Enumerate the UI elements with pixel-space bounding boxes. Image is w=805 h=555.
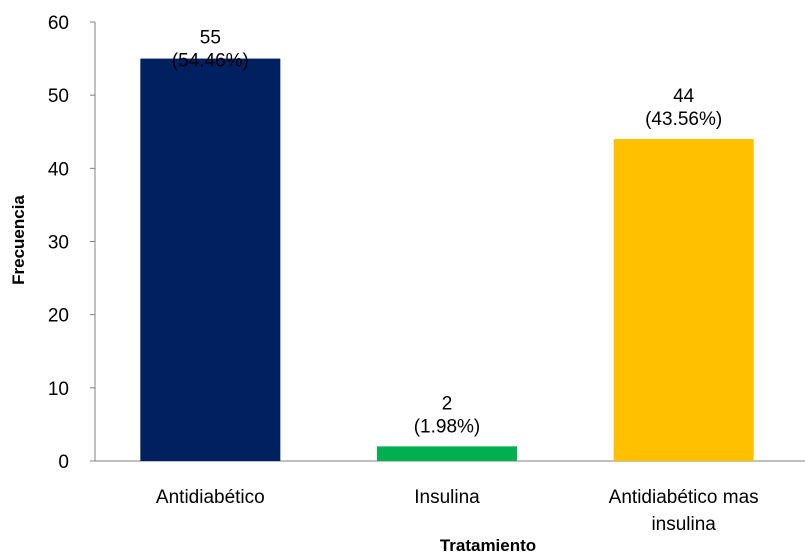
y-tick-label: 60: [48, 13, 69, 34]
category-label: Insulina: [414, 487, 480, 508]
bar: [613, 139, 754, 462]
bar: [140, 58, 281, 461]
x-axis-title: Tratamiento: [440, 536, 536, 555]
data-labels: 55(54.46%) 2(1.98%) 44(43.56%): [172, 28, 722, 438]
data-label: (43.56%): [645, 109, 722, 130]
y-tick-label: 20: [48, 306, 69, 327]
y-tick-label: 10: [48, 379, 69, 400]
y-tick-label: 30: [48, 233, 69, 254]
category-label: Antidiabético: [156, 487, 265, 508]
category-label: Antidiabético mas: [609, 487, 759, 508]
y-axis-ticks: 0 10 20 30 40 50 60: [48, 13, 95, 473]
y-tick-label: 0: [58, 452, 69, 473]
y-axis-title: Frecuencia: [9, 195, 28, 285]
data-label: 44: [673, 86, 695, 107]
bars: [140, 58, 754, 462]
category-labels: Antidiabético Insulina Antidiabético mas in…: [156, 487, 759, 535]
y-tick-label: 40: [48, 159, 69, 180]
category-label: insulina: [651, 514, 716, 535]
bar: [377, 446, 517, 461]
data-label: 2: [442, 393, 453, 414]
data-label: 55: [200, 28, 221, 49]
data-label: (54.46%): [172, 51, 249, 72]
data-label: (1.98%): [414, 416, 481, 437]
y-tick-label: 50: [48, 86, 69, 107]
